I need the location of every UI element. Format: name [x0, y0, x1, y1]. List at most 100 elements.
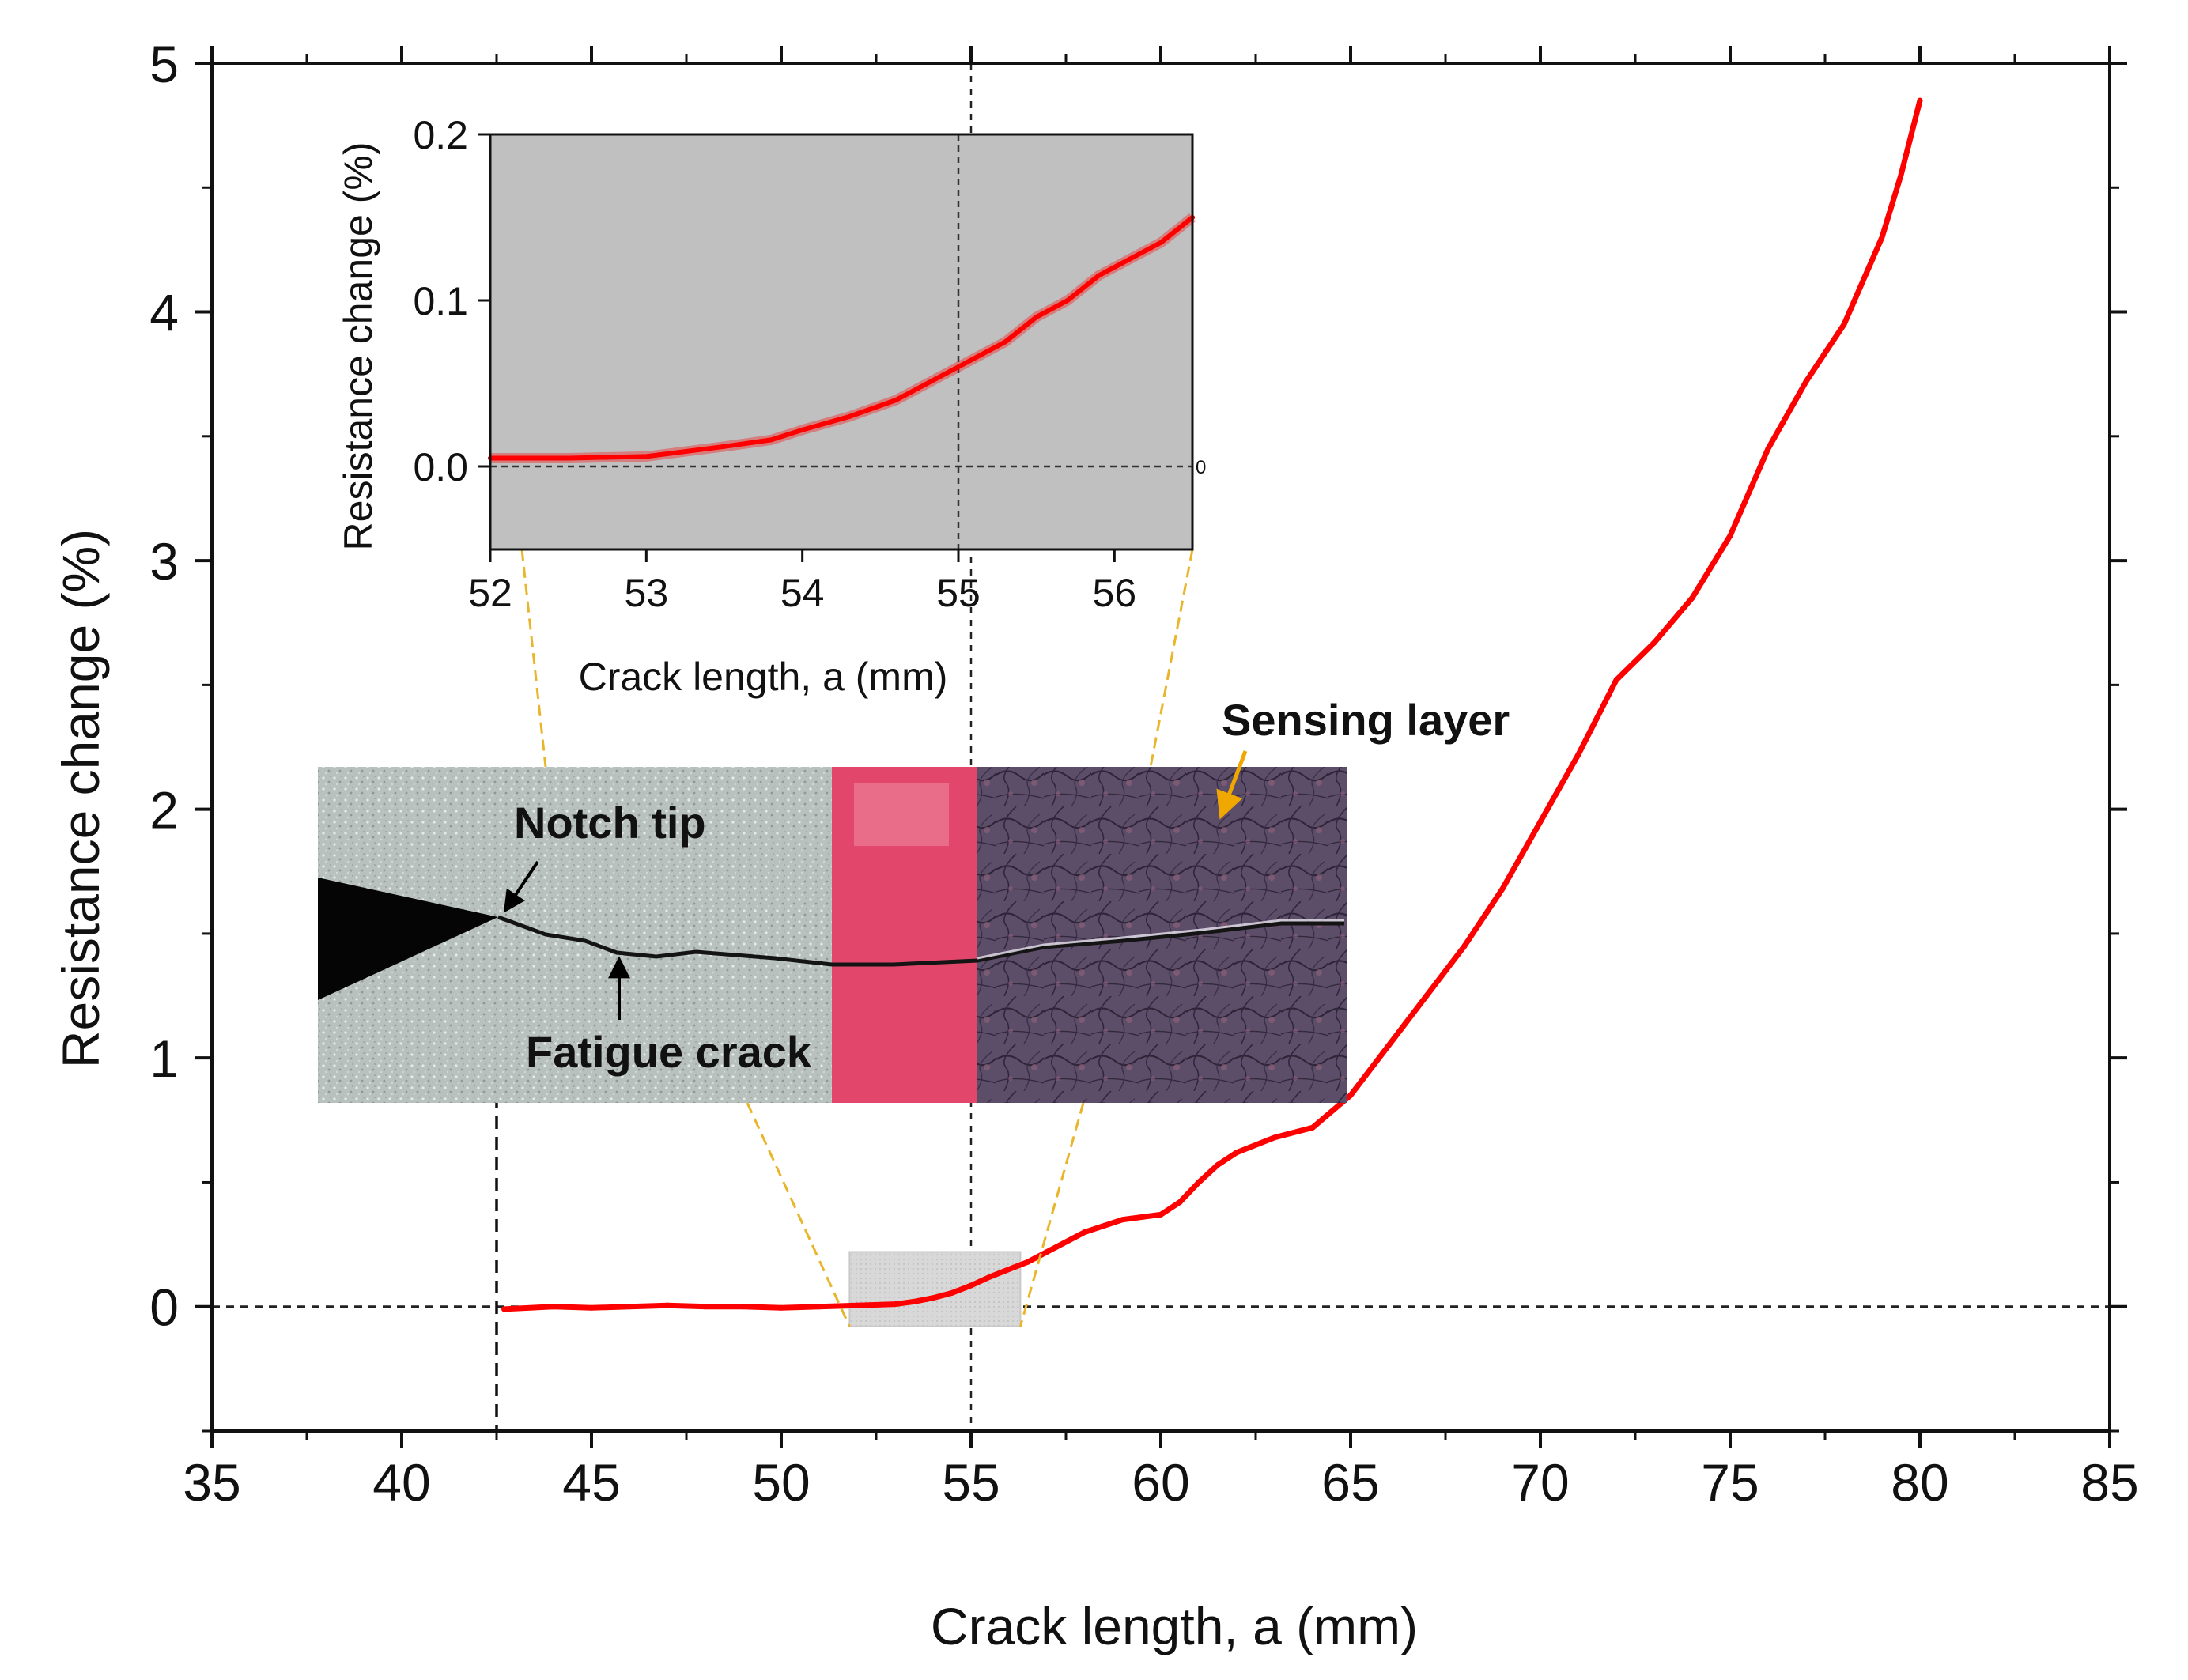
data-point	[1025, 1259, 1031, 1265]
data-point	[1385, 1042, 1392, 1048]
data-point	[1120, 1217, 1126, 1223]
inset-y-axis-label: Resistance change (%)	[336, 142, 380, 551]
guide-left-lower	[746, 1102, 851, 1327]
series-resistance-change	[501, 97, 1923, 1312]
guide-left-upper	[520, 549, 547, 768]
y-axis: 0 1 2 3 4 5	[149, 35, 2127, 1433]
inset-data-point	[644, 454, 649, 459]
sensing-layer-label: Sensing layer	[1222, 695, 1510, 745]
inset-data-point	[894, 398, 899, 402]
inset-data-point	[940, 372, 946, 378]
notch-tip-label: Notch tip	[514, 798, 706, 848]
inset-y-tick-label: 0.2	[413, 113, 468, 157]
inset-data-point	[722, 444, 727, 449]
y-tick-label: 0	[149, 1278, 179, 1337]
inset-data-point	[971, 356, 977, 361]
data-point	[778, 1304, 784, 1311]
data-point	[1215, 1161, 1221, 1168]
data-point	[1613, 677, 1619, 683]
data-point	[501, 1306, 508, 1312]
inset-y-tick-label: 0.1	[413, 279, 468, 323]
notch-tip-arrow	[503, 860, 539, 913]
data-point	[911, 1298, 917, 1304]
data-point	[1044, 1249, 1050, 1255]
data-point	[1917, 97, 1923, 104]
data-point	[702, 1304, 709, 1310]
x-axis: 35 40 45 50 55 60 65 70 75 80 85	[183, 46, 2139, 1512]
inset-x-tick-label: 53	[625, 571, 669, 615]
inset-data-point	[769, 437, 774, 443]
data-point	[1158, 1211, 1164, 1218]
data-point	[930, 1295, 936, 1301]
inset-x-axis-label: Crack length, a (mm)	[579, 655, 948, 699]
y-tick-label: 4	[149, 284, 179, 342]
data-point	[968, 1282, 974, 1289]
data-point	[1727, 533, 1733, 539]
fatigue-crack-label: Fatigue crack	[526, 1027, 812, 1077]
data-point	[816, 1304, 822, 1310]
y-tick-label: 1	[149, 1029, 179, 1088]
inset-data-point	[1034, 315, 1039, 319]
x-tick-label: 40	[372, 1453, 430, 1512]
inset-x-tick-label: 52	[468, 571, 512, 615]
data-point	[1803, 379, 1809, 385]
zoom-guide-lines	[520, 549, 1194, 1327]
photo-pink-highlight	[854, 783, 949, 846]
data-point	[626, 1304, 633, 1310]
inset-plot-background	[490, 134, 1192, 549]
y-tick-label: 3	[149, 532, 179, 591]
guide-right-upper	[1149, 549, 1194, 768]
inset-x-tick-label: 55	[936, 571, 981, 615]
data-point	[1309, 1124, 1316, 1131]
inset-data-point	[1128, 256, 1133, 262]
inset-data-point	[1003, 339, 1008, 345]
data-point	[1689, 595, 1695, 601]
x-axis-label: Crack length, a (mm)	[931, 1597, 1418, 1655]
x-tick-label: 65	[1321, 1453, 1379, 1512]
sensing-layer-arrow	[1216, 750, 1248, 820]
data-point	[1423, 993, 1430, 999]
inset-data-point	[846, 414, 852, 419]
inset-y-axis: 0.0 0.1 0.2	[413, 113, 490, 489]
inset-data-point	[565, 455, 571, 461]
data-point	[1234, 1150, 1240, 1156]
data-point	[740, 1304, 746, 1310]
inset-data-point	[799, 427, 805, 432]
data-point	[1082, 1229, 1088, 1235]
data-point	[949, 1289, 955, 1296]
y-axis-label: Resistance change (%)	[51, 529, 110, 1068]
data-point	[1461, 943, 1468, 949]
inset-y-tick-label: 0.0	[413, 445, 468, 489]
data-point	[1006, 1267, 1012, 1273]
inset-reference-lines	[490, 134, 1192, 549]
data-point	[854, 1302, 860, 1308]
data-point	[588, 1304, 595, 1311]
data-point	[1765, 446, 1771, 452]
inset-data-point	[1065, 298, 1071, 303]
zoom-box	[848, 1251, 1022, 1327]
data-point	[1499, 885, 1506, 892]
y-tick-label: 2	[149, 781, 179, 840]
x-tick-label: 75	[1701, 1453, 1759, 1512]
data-point	[892, 1301, 898, 1308]
data-point	[1347, 1092, 1354, 1098]
photo-notch	[318, 878, 498, 1000]
inset-x-axis: 52 53 54 55 56	[468, 549, 1136, 615]
data-point	[1537, 818, 1544, 825]
data-point	[1177, 1199, 1183, 1206]
crack-photo: Notch tip Fatigue crack Sensing layer	[318, 695, 1510, 1103]
x-tick-label: 80	[1891, 1453, 1948, 1512]
inset-chart: 52 53 54 55 56 0.0 0.1 0.2 0 Crack length, a (…	[336, 113, 1206, 699]
inset-series	[488, 213, 1196, 463]
data-point	[1272, 1134, 1278, 1141]
data-point	[1898, 172, 1904, 179]
x-tick-label: 45	[562, 1453, 620, 1512]
x-tick-label: 55	[942, 1453, 1000, 1512]
inset-right-axis-marker: 0	[1196, 457, 1206, 478]
x-tick-label: 50	[752, 1453, 810, 1512]
photo-crack-glint	[977, 919, 1344, 960]
data-point	[1841, 321, 1847, 327]
data-point	[1879, 234, 1885, 240]
